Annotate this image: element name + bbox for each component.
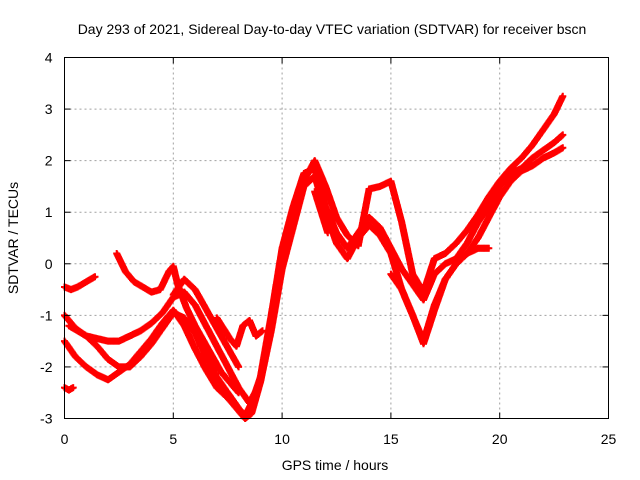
data-point [235,389,243,397]
chart-title: Day 293 of 2021, Sidereal Day-to-day VTE… [78,21,587,37]
series-segment-g [213,314,266,350]
data-point [559,131,567,139]
y-tick-label: -2 [40,359,53,375]
data-marks [61,92,567,422]
data-point [91,273,99,281]
plot-frame [64,57,609,419]
data-point [235,363,243,371]
y-tick-label: 3 [45,101,53,117]
y-tick-label: 1 [45,204,53,220]
data-point [559,144,567,152]
y-tick-label: -3 [40,411,53,427]
data-point [324,229,332,237]
data-point [485,244,493,252]
data-point [559,92,567,100]
x-tick-label: 5 [169,431,177,447]
series-segment-f [169,275,243,371]
x-axis-label: GPS time / hours [282,457,389,473]
data-point [259,327,266,335]
tick-labels: 0 5 10 15 20 25 -3 -2 -1 0 1 2 3 4 [40,50,616,448]
x-tick-label: 15 [383,431,399,447]
axis-ticks [64,57,609,419]
series-segment-j [311,188,332,237]
y-tick-label: 0 [45,256,53,272]
x-tick-label: 0 [61,431,69,447]
x-tick-label: 25 [601,431,617,447]
series-segment-i [61,384,77,394]
x-tick-label: 20 [492,431,508,447]
x-tick-label: 10 [274,431,290,447]
y-tick-label: -1 [40,307,53,323]
series-segment-h [387,244,493,348]
series-segment-a [61,273,99,294]
y-axis-label: SDTVAR / TECUs [5,182,21,294]
y-tick-label: 4 [45,50,53,66]
y-tick-label: 2 [45,153,53,169]
data-point [69,384,77,392]
